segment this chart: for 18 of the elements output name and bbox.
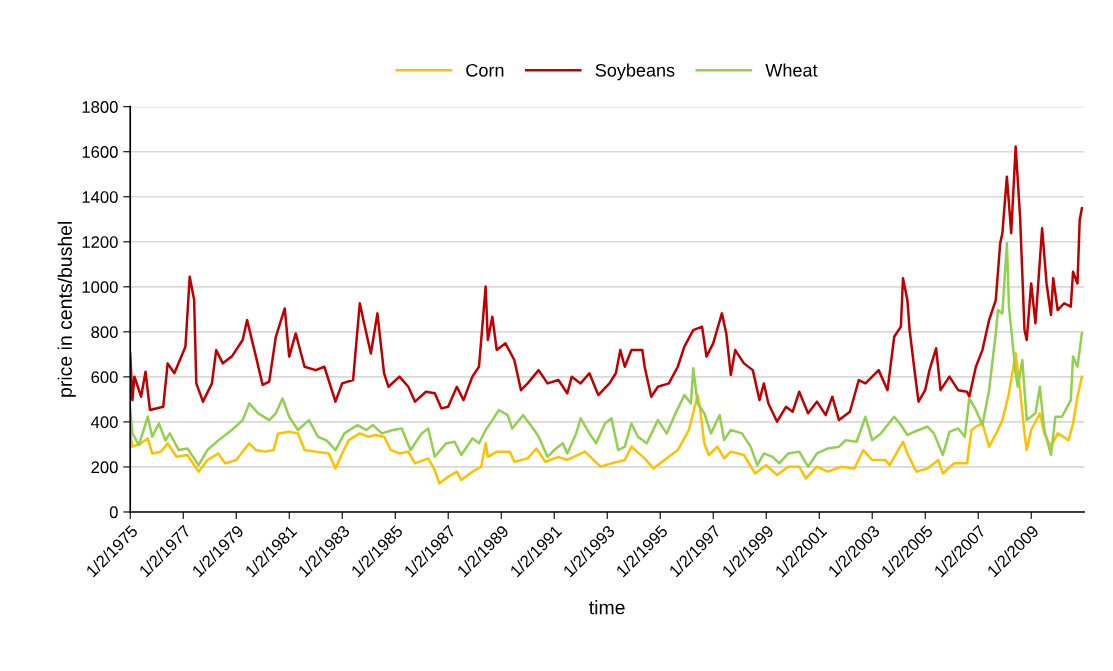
x-axis-title: time [589,600,625,615]
y-axis-title: price in cents/bushel [57,222,76,397]
y-tick-label: 1400 [82,191,118,203]
line-series [130,351,1084,485]
y-tick-label: 1200 [82,236,118,248]
legend-label: Soybeans [595,63,675,81]
y-tick-label: 400 [90,416,118,429]
legend-label: Wheat [765,63,818,77]
y-tick-label: 1800 [82,101,118,113]
y-tick-label: 800 [91,326,118,339]
y-tick-label: 1600 [82,146,118,158]
legend-label: Corn [466,63,504,77]
y-tick-label: 200 [91,461,118,474]
line-series [130,242,1084,468]
line-series [130,145,1084,423]
y-tick-label: 0 [109,506,118,519]
y-tick-label: 1000 [82,281,118,294]
y-tick-label: 600 [91,371,118,384]
